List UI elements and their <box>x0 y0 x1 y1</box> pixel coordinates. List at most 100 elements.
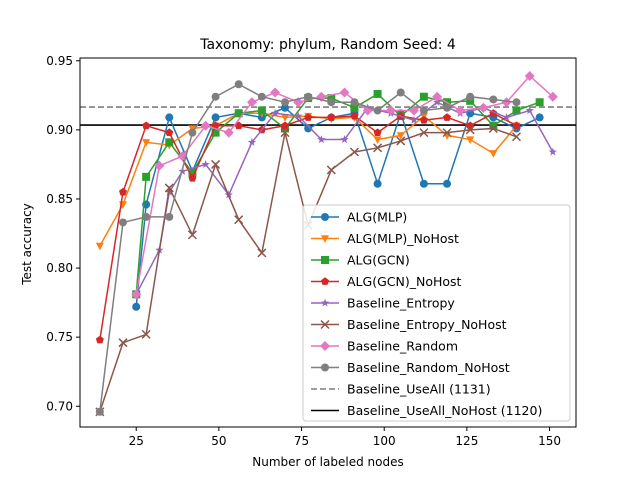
series-6-point-13 <box>432 91 443 102</box>
x-tick-label-3: 100 <box>373 434 396 448</box>
series-0-point-4 <box>211 113 220 122</box>
series-4-point-8 <box>294 111 303 120</box>
legend-box <box>302 204 571 422</box>
chart-title: Taxonomy: phylum, Random Seed: 4 <box>199 37 456 53</box>
series-0-point-2 <box>165 113 174 122</box>
legend-label-5: Baseline_Entropy_NoHost <box>347 317 507 332</box>
series-4-point-7 <box>270 108 280 117</box>
legend-label-0: ALG(MLP) <box>347 210 407 225</box>
series-5-point-3 <box>164 183 174 193</box>
series-7-point-4 <box>188 128 197 137</box>
series-1-point-8 <box>281 114 290 122</box>
series-7 <box>95 80 521 416</box>
series-2-point-3 <box>188 168 197 177</box>
legend-label-9: Baseline_UseAll_NoHost (1120) <box>347 403 542 418</box>
series-1-point-13 <box>396 132 405 140</box>
legend-entry-0: ALG(MLP) <box>311 210 407 225</box>
series-7-point-0 <box>95 407 104 416</box>
x-tick-label-1: 50 <box>211 434 226 448</box>
series-4-point-18 <box>525 106 534 115</box>
series-3-point-3 <box>165 128 174 137</box>
legend-label-1: ALG(MLP)_NoHost <box>347 231 459 246</box>
legend-label-4: Baseline_Entropy <box>347 296 455 311</box>
series-3-point-18 <box>512 121 521 130</box>
series-6 <box>131 70 558 300</box>
series-4-point-14 <box>432 97 442 106</box>
series-6-point-0 <box>131 289 142 300</box>
series-2-point-16 <box>489 121 498 130</box>
legend-entry-2: ALG(GCN) <box>311 253 410 268</box>
series-4-point-19 <box>548 147 558 156</box>
series-5-point-8 <box>280 128 290 138</box>
series-6-point-18 <box>547 91 558 102</box>
series-2-point-9 <box>327 94 336 103</box>
series-2-point-6 <box>257 106 266 115</box>
series-3-point-14 <box>419 115 428 124</box>
series-7-point-17 <box>489 95 498 104</box>
y-tick-label-4: 0.90 <box>46 123 73 137</box>
axes: 25 50 75 100 125 150 0.70 0.75 0.80 0.85 0.90 0.95 <box>46 54 577 448</box>
series-0-point-0 <box>132 302 141 311</box>
legend-entry-7: Baseline_Random_NoHost <box>311 360 510 375</box>
legend-label-6: Baseline_Random <box>347 339 458 354</box>
series-6-point-12 <box>408 105 419 116</box>
series-5-point-14 <box>419 128 429 138</box>
legend: ALG(MLP) ALG(MLP)_NoHost ALG(GCN) ALG(GCN)_… <box>302 204 571 422</box>
series-4-point-13 <box>409 115 419 124</box>
series-5-point-5 <box>211 159 221 169</box>
series-7-point-5 <box>211 92 220 101</box>
series-3-point-12 <box>373 128 382 137</box>
legend-entry-8: Baseline_UseAll (1131) <box>311 382 491 397</box>
series-5-point-4 <box>187 230 197 240</box>
series-2-point-18 <box>535 98 544 107</box>
series-6-point-15 <box>478 102 489 113</box>
series-3-point-2 <box>142 121 151 130</box>
series-6-point-14 <box>455 105 466 116</box>
legend-marker-5 <box>320 319 330 330</box>
legend-entry-4: Baseline_Entropy <box>311 296 455 311</box>
x-tick-label-4: 125 <box>455 434 478 448</box>
series-2-point-1 <box>142 172 151 181</box>
series-3-point-10 <box>327 113 336 121</box>
series-0-point-13 <box>419 179 428 188</box>
legend-entry-5: Baseline_Entropy_NoHost <box>311 317 507 332</box>
series-7-point-18 <box>512 98 521 107</box>
series-5-point-2 <box>141 329 151 339</box>
y-tick-label-0: 0.70 <box>46 399 73 413</box>
series-0-point-11 <box>373 179 382 188</box>
series-3-point-4 <box>188 174 197 182</box>
series-2-point-10 <box>350 103 359 112</box>
plot-area <box>80 70 576 417</box>
series-3-point-0 <box>95 335 104 344</box>
plot-series <box>80 70 576 417</box>
legend-entry-3: ALG(GCN)_NoHost <box>311 274 462 289</box>
series-2-point-5 <box>234 109 243 118</box>
x-axis-label: Number of labeled nodes <box>252 455 403 469</box>
series-2-point-11 <box>373 89 382 98</box>
series-2-point-4 <box>211 128 220 137</box>
legend-entry-6: Baseline_Random <box>311 339 458 354</box>
series-7-point-7 <box>257 92 266 101</box>
series-0-point-7 <box>281 103 290 112</box>
series-7-point-2 <box>142 212 151 221</box>
series-2-point-13 <box>419 92 428 101</box>
series-3-point-5 <box>211 121 220 130</box>
legend-label-7: Baseline_Random_NoHost <box>347 360 510 375</box>
series-7-point-3 <box>165 212 174 221</box>
series-5-point-17 <box>488 123 498 134</box>
legend-marker-6 <box>320 341 330 351</box>
x-tick-label-2: 75 <box>294 434 309 448</box>
series-6-point-5 <box>246 97 257 108</box>
series-1-point-17 <box>489 150 498 158</box>
series-6-point-1 <box>154 160 165 171</box>
series-7-point-16 <box>466 92 475 101</box>
series-7-point-11 <box>350 98 359 107</box>
legend-marker-3 <box>321 277 329 285</box>
x-tick-label-5: 150 <box>538 434 561 448</box>
series-5-point-13 <box>396 136 406 146</box>
series-7-point-15 <box>443 103 452 112</box>
legend-entry-1: ALG(MLP)_NoHost <box>311 231 459 246</box>
y-tick-label-3: 0.85 <box>46 192 73 206</box>
series-0-point-14 <box>443 179 452 188</box>
series-7-point-14 <box>419 106 428 115</box>
